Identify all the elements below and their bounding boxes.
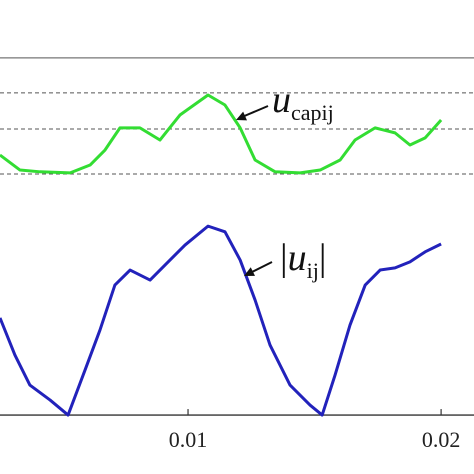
- annotation-arrow: [249, 261, 273, 274]
- annotation-arrowhead: [236, 111, 247, 121]
- annotation-subscript: ij: [307, 258, 319, 283]
- annotation: ucapij: [272, 79, 334, 125]
- series-line: [0, 224, 442, 417]
- annotation-arrow: [241, 105, 269, 118]
- series-line: [0, 93, 443, 175]
- annotation-prefix: |: [280, 237, 288, 279]
- x-tick-label: 0.02: [422, 427, 461, 452]
- annotation-subscript: capij: [291, 100, 334, 125]
- annotation-arrowhead: [244, 267, 255, 276]
- annotation-suffix: |: [319, 237, 327, 279]
- annotation-symbol: u: [288, 237, 307, 279]
- x-tick-label: 0.01: [169, 427, 208, 452]
- annotation: |uij|: [280, 237, 326, 283]
- annotation-symbol: u: [272, 79, 291, 121]
